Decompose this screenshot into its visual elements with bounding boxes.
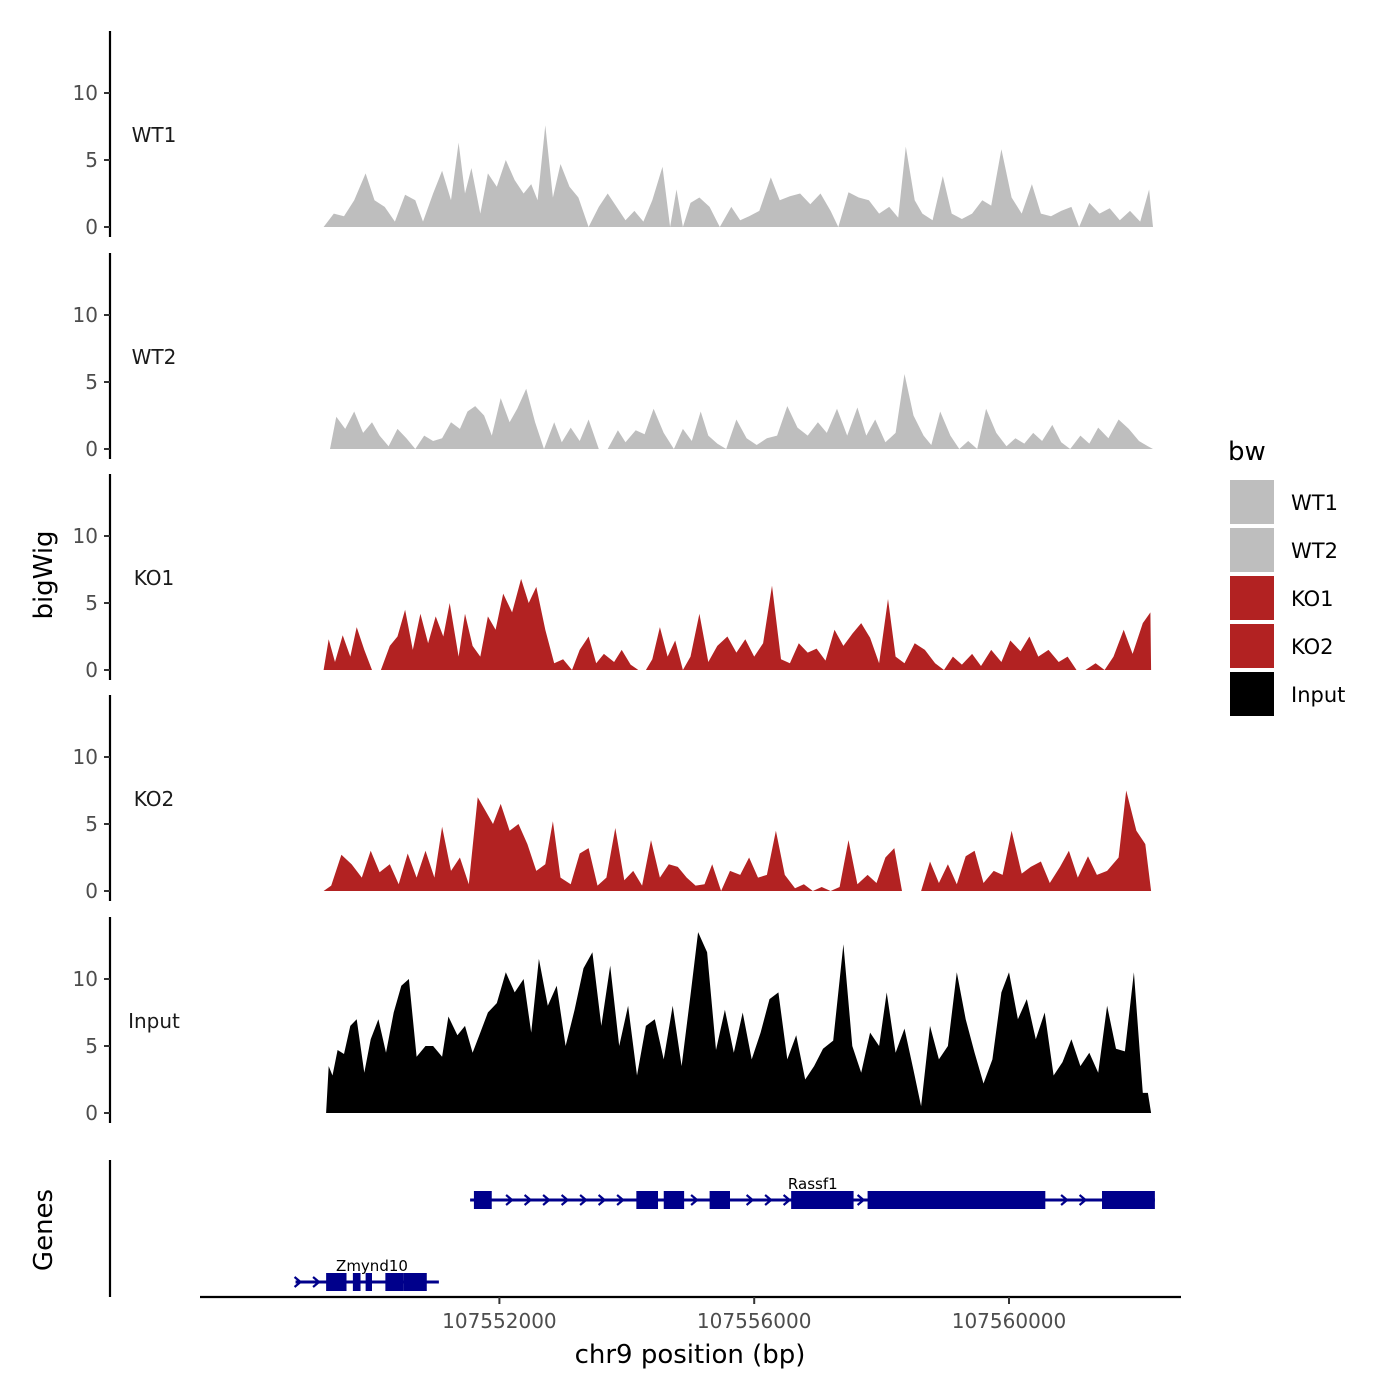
strand-chevron [856,1194,866,1206]
legend-label-input: Input [1291,683,1345,707]
gene-label-rassf1: Rassf1 [788,1175,838,1193]
y-tick-label: 0 [85,1101,98,1125]
legend-swatch-wt2 [1230,528,1274,572]
legend-swatch-ko1 [1230,576,1274,620]
strand-chevron [505,1194,514,1206]
strand-chevron [523,1194,533,1206]
strand-chevron [1060,1194,1069,1206]
strand-chevron [579,1194,588,1206]
strand-chevron [560,1194,570,1206]
y-tick-label: 10 [73,303,98,327]
y-tick-label: 0 [85,879,98,903]
x-tick-label: 107560000 [952,1309,1067,1333]
gene-zmynd10: Zmynd10 [293,1257,439,1291]
exon-rassf1 [1102,1191,1155,1209]
strand-chevron [690,1194,699,1206]
track-label-input: Input [128,1009,180,1033]
legend-swatch-wt1 [1230,480,1274,524]
y-tick-label: 5 [85,1034,98,1058]
signal-area-input [326,932,1152,1113]
exon-rassf1 [473,1191,492,1209]
y-tick-label: 5 [85,591,98,615]
track-ko1: 0 5 10 KO1 [73,474,1152,682]
legend-swatch-input [1230,672,1274,716]
track-label-ko1: KO1 [134,566,175,590]
x-axis-title: chr9 position (bp) [575,1340,806,1370]
y-tick-label: 5 [85,370,98,394]
exon-zmynd10 [403,1273,427,1291]
strand-chevron [1078,1194,1088,1206]
legend-title: bw [1228,437,1266,467]
exon-rassf1 [867,1191,1046,1209]
exon-rassf1 [791,1191,854,1209]
track-label-ko2: KO2 [134,787,175,811]
y-tick-label: 10 [73,745,98,769]
signal-area-ko1 [323,578,1152,670]
exon-rassf1 [709,1191,730,1209]
y-axis-title: bigWig [29,530,59,619]
track-label-wt1: WT1 [132,123,177,147]
track-input: 0 5 10 Input [73,917,1152,1125]
strand-chevron [312,1276,321,1288]
track-ko2: 0 5 10 KO2 [73,695,1152,903]
y-tick-label: 0 [85,215,98,239]
legend-label-ko1: KO1 [1291,587,1334,611]
signal-area-ko2 [323,790,1152,891]
legend: bw WT1 WT2 KO1 KO2 Input [1228,437,1345,716]
legend-label-wt2: WT2 [1291,539,1338,563]
x-tick-label: 107552000 [442,1309,557,1333]
y-tick-label: 0 [85,658,98,682]
legend-label-wt1: WT1 [1291,491,1338,515]
strand-chevron [764,1194,773,1206]
strand-chevron [782,1194,792,1206]
y-tick-label: 10 [73,81,98,105]
exon-zmynd10 [385,1273,404,1291]
exon-zmynd10 [352,1273,361,1291]
strand-chevron [745,1194,755,1206]
legend-label-ko2: KO2 [1291,635,1334,659]
exon-zmynd10 [365,1273,372,1291]
signal-area-wt1 [323,125,1154,227]
y-tick-label: 5 [85,812,98,836]
exon-rassf1 [636,1191,659,1209]
genes-panel: Rassf1 Zmynd10 [108,1160,1155,1297]
exon-rassf1 [663,1191,685,1209]
gene-label-zmynd10: Zmynd10 [336,1257,408,1275]
gene-rassf1: Rassf1 [470,1175,1155,1209]
strand-chevron [542,1194,551,1206]
y-tick-label: 5 [85,148,98,172]
track-label-wt2: WT2 [132,345,177,369]
y-tick-label: 0 [85,437,98,461]
x-axis: 107552000 107556000 107560000 [200,1295,1181,1333]
x-tick-label: 107556000 [697,1309,812,1333]
y-tick-label: 10 [73,524,98,548]
y-tick-label: 10 [73,967,98,991]
strand-chevron [616,1194,625,1206]
genes-axis-title: Genes [29,1189,59,1271]
track-wt2: 0 5 10 WT2 [73,253,1153,461]
track-wt1: 0 5 10 WT1 [73,31,1154,239]
strand-chevron [293,1276,303,1288]
signal-area-wt2 [330,374,1153,449]
strand-chevron [597,1194,607,1206]
exon-zmynd10 [326,1273,347,1291]
signal-tracks: 0 5 10 WT1 0 5 10 WT2 0 5 10 KO1 0 5 10 KO2 0 5 10 Input [73,31,1154,1125]
legend-swatch-ko2 [1230,624,1274,668]
